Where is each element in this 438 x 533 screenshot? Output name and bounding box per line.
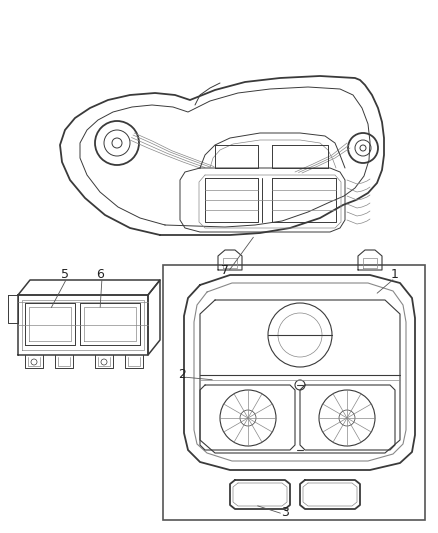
Bar bbox=[163, 265, 425, 520]
Text: 2: 2 bbox=[178, 368, 186, 382]
Text: 1: 1 bbox=[391, 269, 399, 281]
Text: 6: 6 bbox=[96, 269, 104, 281]
Text: 7: 7 bbox=[221, 263, 229, 277]
Text: 3: 3 bbox=[281, 505, 289, 519]
Text: 5: 5 bbox=[61, 269, 69, 281]
